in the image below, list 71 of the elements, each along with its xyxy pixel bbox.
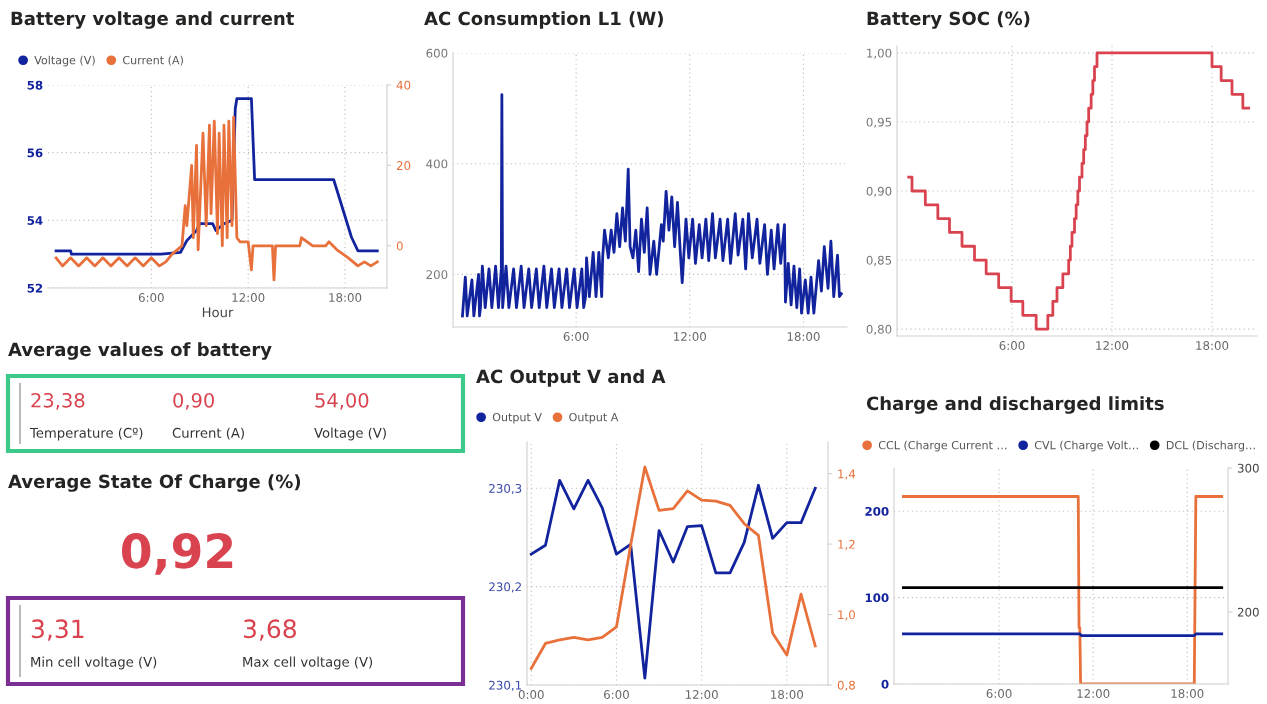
chart-title: Charge and discharged limits <box>866 396 1164 414</box>
legend-label: Current (A) <box>122 55 183 66</box>
x-tick-label: 18:00 <box>1171 689 1204 698</box>
line-series <box>54 115 379 282</box>
category-label: Max cell voltage (V) <box>243 656 373 670</box>
text: 23,38 <box>31 392 85 410</box>
legend-label: DCL (Discharg… <box>1166 440 1255 452</box>
x-tick-label: 6:00 <box>999 341 1025 350</box>
y-tick-label: 56 <box>27 148 43 158</box>
legend-label: Output V <box>492 412 542 424</box>
y-tick-label: 200 <box>426 270 448 280</box>
y-tick-label: 0,80 <box>866 324 892 335</box>
x-tick-label: 12:00 <box>685 690 718 699</box>
y2-tick-label: 300 <box>1237 463 1259 473</box>
legend-label: CVL (Charge Volt… <box>1034 440 1138 452</box>
text: Average values of battery <box>8 342 272 360</box>
text: 3,31 <box>31 619 84 641</box>
y-tick-label: 600 <box>426 48 448 58</box>
x-tick-label: 6:00 <box>563 332 589 341</box>
y-tick-label: 230,2 <box>489 582 521 593</box>
y-tick-label: 230,3 <box>489 483 522 495</box>
x-tick-label: 12:00 <box>232 293 265 302</box>
y2-tick-label: 20 <box>396 161 411 171</box>
y-tick-label: 400 <box>426 159 448 169</box>
y2-tick-label: 1,0 <box>838 610 856 621</box>
text: 0,90 <box>173 392 214 410</box>
y-tick-label: 200 <box>865 506 889 516</box>
category-label: Current (A) <box>172 427 244 440</box>
x-axis-title: Hour <box>202 307 234 318</box>
x-tick-label: 6:00 <box>138 293 164 302</box>
x-tick-label: 0:00 <box>518 690 544 699</box>
y2-tick-label: 0,8 <box>837 680 855 691</box>
chart-title: AC Consumption L1 (W) <box>424 11 663 29</box>
chart-title: AC Output V and A <box>476 369 666 387</box>
category-label: Voltage (V) <box>314 427 386 441</box>
line-series <box>461 93 843 318</box>
y2-tick-label: 40 <box>396 80 411 90</box>
y-tick-label: 54 <box>27 216 43 225</box>
y-tick-label: 52 <box>27 283 43 293</box>
legend-label: CCL (Charge Current … <box>878 440 1007 452</box>
text: Average State Of Charge (%) <box>8 474 301 492</box>
y-tick-label: 0 <box>881 679 889 689</box>
y-tick-label: 58 <box>27 80 43 90</box>
y2-tick-label: 1,2 <box>838 539 855 550</box>
y-tick-label: 230,1 <box>489 680 522 691</box>
chart-title: Battery voltage and current <box>11 11 294 29</box>
x-tick-label: 18:00 <box>329 293 362 302</box>
y-tick-label: 0,90 <box>866 186 892 197</box>
legend-label: Voltage (V) <box>34 55 95 67</box>
legend-label: Output A <box>569 412 619 424</box>
y2-tick-label: 200 <box>1237 607 1259 617</box>
y-tick-label: 0,95 <box>866 117 892 128</box>
x-tick-label: 12:00 <box>674 332 707 341</box>
text: 3,68 <box>243 619 296 641</box>
y-tick-label: 0,85 <box>866 255 892 266</box>
x-tick-label: 18:00 <box>787 332 820 341</box>
x-tick-label: 12:00 <box>1077 689 1110 698</box>
x-tick-label: 12:00 <box>1096 341 1129 350</box>
y-tick-label: 1,00 <box>867 48 892 59</box>
x-tick-label: 18:00 <box>771 690 804 699</box>
x-tick-label: 18:00 <box>1196 341 1229 350</box>
chart-title: Battery SOC (%) <box>867 11 1030 29</box>
x-tick-label: 6:00 <box>986 689 1012 698</box>
category-label: Min cell voltage (V) <box>31 656 157 670</box>
x-tick-label: 6:00 <box>604 690 629 699</box>
y-tick-label: 100 <box>865 593 889 603</box>
y2-tick-label: 1,4 <box>838 469 856 480</box>
text: 0,92 <box>122 532 233 575</box>
y2-tick-label: 0 <box>396 241 403 251</box>
category-label: Temperature (Cº) <box>29 427 143 441</box>
text: 54,00 <box>315 392 369 410</box>
